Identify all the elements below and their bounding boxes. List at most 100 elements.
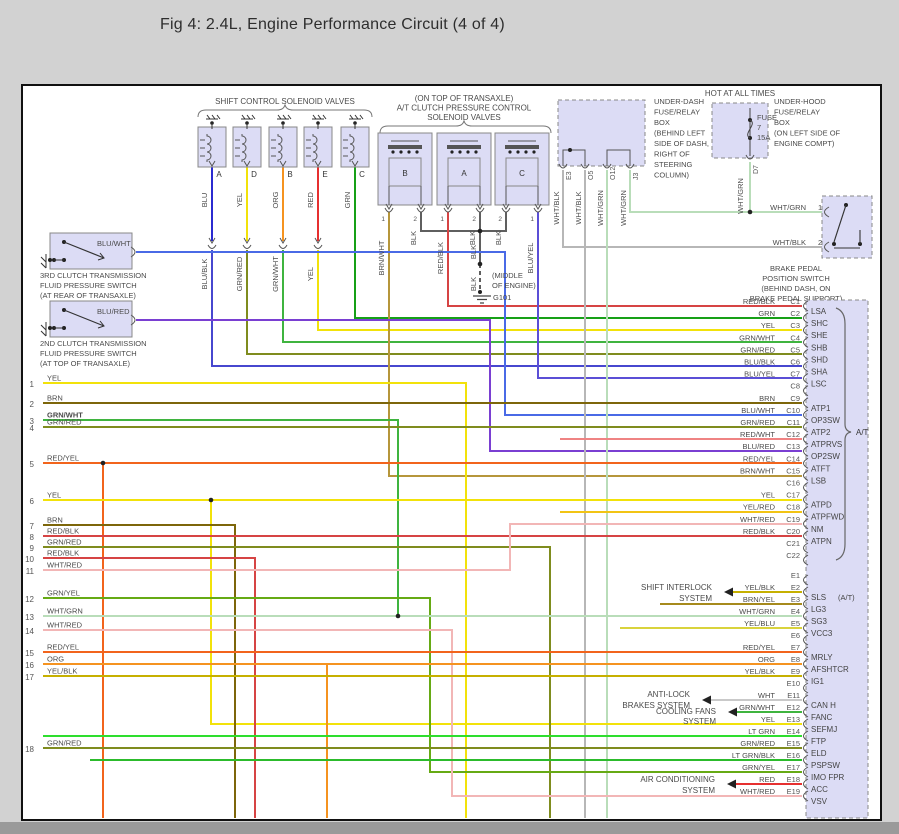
pin-id: C20 <box>786 527 800 536</box>
wire-label: WHT/RED <box>740 515 776 524</box>
pin-number: 2 <box>818 238 822 247</box>
jumper-icon <box>562 149 631 166</box>
signal-name: ATPD <box>811 501 832 510</box>
wire-label: RED <box>759 775 775 784</box>
pin-id: E9 <box>791 667 800 676</box>
junction-dot <box>399 150 403 154</box>
switch-name: FLUID PRESSURE SWITCH <box>40 281 137 290</box>
pin-bracket <box>803 542 809 554</box>
row-number: 6 <box>30 497 35 506</box>
signal-name: SHC <box>811 319 828 328</box>
underdash-box <box>557 99 646 167</box>
symbol <box>97 252 105 261</box>
wire-label: GRN <box>758 309 775 318</box>
pin-bracket <box>803 706 809 718</box>
wire-BLU-WHT <box>136 251 802 416</box>
wire-BRN-WHT <box>388 212 802 477</box>
coil-icon <box>312 134 318 162</box>
wire-label: BRN <box>759 394 775 403</box>
title-bar: Fig 4: 2.4L, Engine Performance Circuit … <box>0 0 899 56</box>
arrow-tip <box>279 160 287 167</box>
arrow-tip <box>243 160 251 167</box>
inline-connector <box>278 244 288 249</box>
wire-RED-BLK <box>43 557 256 818</box>
pin-number: 2 <box>472 216 476 223</box>
pin-id: E2 <box>791 583 800 592</box>
arrow-tip <box>534 203 542 210</box>
junction-dot <box>474 150 478 154</box>
wire-WHT-BLK <box>562 170 822 248</box>
wire-label: WHT/RED <box>47 621 83 630</box>
brake-switch-name: BRAKE PEDAL <box>770 264 822 273</box>
pin-bracket <box>803 610 809 622</box>
symbol <box>388 186 422 205</box>
junction-dot <box>391 150 395 154</box>
ground-icon <box>277 114 292 120</box>
junction-dot <box>524 150 528 154</box>
pin-bracket <box>803 530 809 542</box>
pin-bracket <box>803 373 809 385</box>
pin-number: 1 <box>440 216 444 223</box>
signal-name: PSPSW <box>811 761 840 770</box>
signal-name: SHD <box>811 355 828 364</box>
wire-GRN-YEL <box>43 597 802 773</box>
shift-solenoid-box <box>303 126 333 168</box>
pin-bracket <box>475 207 485 213</box>
pin-id: C12 <box>786 430 800 439</box>
wire-label: WHT/GRN <box>739 607 775 616</box>
wire-label: YEL <box>761 321 775 330</box>
underhood-name: ENGINE COMPT) <box>774 139 835 148</box>
wire-label: YEL <box>306 267 315 281</box>
junction-dot <box>568 148 572 152</box>
pin-bracket <box>803 574 809 586</box>
signal-name: FTP <box>811 737 826 746</box>
wire-label: WHT/GRN <box>770 203 806 212</box>
pin-bracket <box>803 718 809 730</box>
pin-id: C1 <box>790 297 800 306</box>
pin-bracket <box>803 670 809 682</box>
group-title-clutch-solenoids: SOLENOID VALVES <box>427 113 501 122</box>
pin-id: C13 <box>786 442 800 451</box>
wire-YEL <box>43 382 467 818</box>
wire-BRN <box>43 524 236 818</box>
pin-id: E7 <box>791 643 800 652</box>
pin-bracket <box>803 421 809 433</box>
signal-name: NM <box>811 525 824 534</box>
wire-GRN-WHT <box>43 419 399 616</box>
pin-bracket <box>501 207 511 213</box>
pin-number: 1 <box>381 216 385 223</box>
fuse-label: FUSE <box>757 113 777 122</box>
wire-label: GRN/WHT <box>47 411 83 420</box>
system-label: SHIFT INTERLOCK <box>641 583 713 592</box>
pin-id: C2 <box>790 309 800 318</box>
system-arrow-icon <box>727 779 736 789</box>
connector-group-label: A/T <box>856 428 869 437</box>
system-arrow-icon <box>724 587 733 597</box>
pin-id: E14 <box>787 727 800 736</box>
pin-bracket <box>803 754 809 766</box>
bottom-strip <box>0 822 899 834</box>
pin-id: C10 <box>786 406 800 415</box>
pin-id: E15 <box>787 739 800 748</box>
brake-switch-name: POSITION SWITCH <box>762 274 830 283</box>
fuse-label: 7 <box>757 123 761 132</box>
wire-label: YEL <box>761 491 775 500</box>
pin-bracket <box>803 433 809 445</box>
wire-label: ORG <box>271 191 280 208</box>
underdash-name: UNDER-DASH <box>654 97 704 106</box>
wire-label: YEL/RED <box>743 503 776 512</box>
wire-label: BLK <box>469 277 478 291</box>
pin-bracket <box>580 163 590 169</box>
pin-bracket <box>803 742 809 754</box>
pin-id: E1 <box>791 571 800 580</box>
wire-label: RED/WHT <box>740 430 775 439</box>
ground-id: G101 <box>493 293 511 302</box>
pin-id: E18 <box>787 775 800 784</box>
brake-switch-name: (BEHIND DASH, ON <box>761 284 830 293</box>
solenoid-letter: A <box>216 170 222 179</box>
wire-label: BLK <box>494 231 503 245</box>
shift-solenoid-box <box>232 126 262 168</box>
pin-bracket <box>803 361 809 372</box>
junction-dot <box>415 150 419 154</box>
symbol <box>235 139 240 157</box>
